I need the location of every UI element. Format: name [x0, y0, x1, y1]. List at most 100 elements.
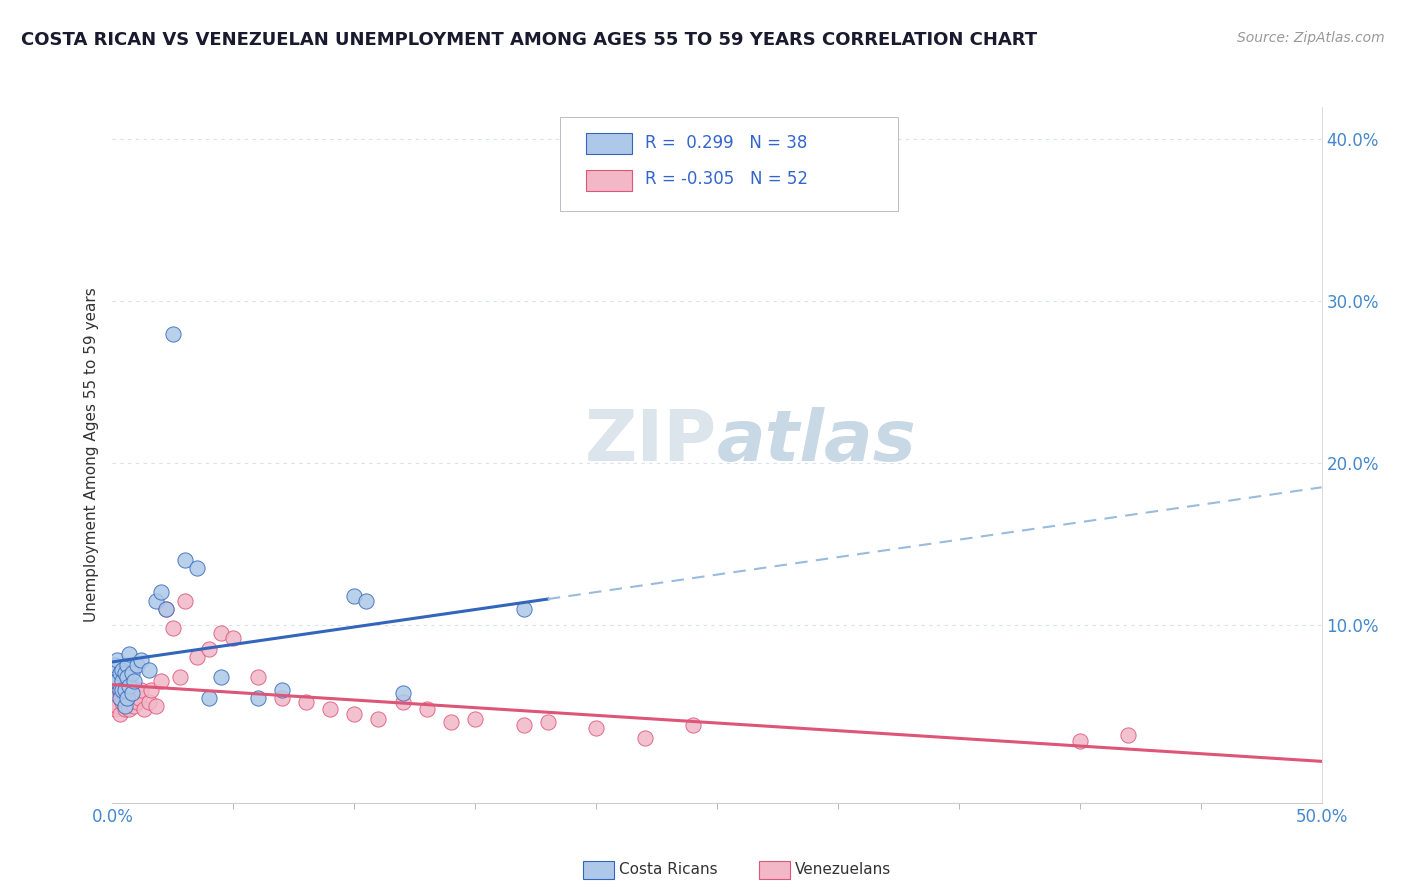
Point	[682, 718, 704, 732]
Point	[440, 714, 463, 729]
Point	[246, 690, 269, 705]
Point	[209, 626, 232, 640]
Point	[108, 682, 131, 697]
Point	[391, 696, 413, 710]
Point	[111, 682, 134, 697]
Point	[114, 702, 136, 716]
FancyBboxPatch shape	[586, 169, 633, 191]
Point	[118, 647, 141, 661]
Point	[343, 706, 366, 721]
Point	[114, 690, 136, 705]
Text: atlas: atlas	[717, 407, 917, 475]
Point	[512, 601, 534, 615]
Point	[111, 682, 134, 697]
Text: R = -0.305   N = 52: R = -0.305 N = 52	[644, 170, 807, 188]
Point	[391, 686, 413, 700]
Point	[270, 690, 292, 705]
Point	[105, 698, 128, 713]
Point	[115, 696, 138, 710]
Y-axis label: Unemployment Among Ages 55 to 59 years: Unemployment Among Ages 55 to 59 years	[83, 287, 98, 623]
FancyBboxPatch shape	[560, 118, 898, 211]
Point	[131, 682, 153, 697]
Point	[105, 674, 128, 689]
Point	[169, 670, 191, 684]
Point	[111, 674, 134, 689]
Point	[115, 690, 138, 705]
Point	[174, 593, 197, 607]
Point	[125, 696, 148, 710]
Point	[464, 712, 486, 726]
Point	[295, 696, 318, 710]
Point	[114, 674, 136, 689]
Point	[209, 670, 232, 684]
Point	[125, 686, 148, 700]
Point	[149, 585, 172, 599]
Point	[105, 679, 128, 693]
Point	[198, 690, 221, 705]
Point	[222, 631, 245, 645]
Point	[108, 686, 131, 700]
Point	[115, 658, 138, 673]
Point	[246, 670, 269, 684]
Point	[270, 682, 292, 697]
Point	[108, 666, 131, 681]
Point	[118, 679, 141, 693]
Point	[108, 706, 131, 721]
Point	[118, 690, 141, 705]
Point	[138, 663, 160, 677]
Point	[186, 561, 208, 575]
Point	[174, 553, 197, 567]
Point	[198, 642, 221, 657]
FancyBboxPatch shape	[586, 133, 633, 153]
Point	[105, 653, 128, 667]
Text: Venezuelans: Venezuelans	[794, 863, 890, 877]
Point	[121, 666, 143, 681]
Point	[145, 698, 167, 713]
Point	[162, 621, 184, 635]
Point	[585, 722, 607, 736]
Point	[104, 674, 127, 689]
Point	[537, 714, 560, 729]
Point	[343, 589, 366, 603]
Point	[155, 601, 177, 615]
Point	[114, 682, 136, 697]
Point	[125, 658, 148, 673]
Point	[122, 674, 145, 689]
Point	[121, 690, 143, 705]
Point	[118, 702, 141, 716]
Point	[115, 670, 138, 684]
Point	[131, 653, 153, 667]
Point	[512, 718, 534, 732]
Text: ZIP: ZIP	[585, 407, 717, 475]
Point	[1116, 728, 1139, 742]
Point	[104, 690, 127, 705]
Text: Source: ZipAtlas.com: Source: ZipAtlas.com	[1237, 31, 1385, 45]
Point	[104, 702, 127, 716]
Point	[121, 679, 143, 693]
Point	[356, 593, 378, 607]
Point	[155, 601, 177, 615]
Point	[128, 690, 150, 705]
Point	[149, 674, 172, 689]
Point	[141, 682, 163, 697]
Point	[114, 666, 136, 681]
Point	[108, 690, 131, 705]
Point	[145, 593, 167, 607]
Point	[1069, 734, 1091, 748]
Point	[121, 686, 143, 700]
Point	[114, 698, 136, 713]
Point	[162, 326, 184, 341]
Point	[111, 663, 134, 677]
Point	[115, 682, 138, 697]
Point	[104, 658, 127, 673]
Point	[633, 731, 655, 745]
Text: Costa Ricans: Costa Ricans	[619, 863, 717, 877]
Point	[111, 696, 134, 710]
Text: COSTA RICAN VS VENEZUELAN UNEMPLOYMENT AMONG AGES 55 TO 59 YEARS CORRELATION CHA: COSTA RICAN VS VENEZUELAN UNEMPLOYMENT A…	[21, 31, 1038, 49]
Point	[186, 650, 208, 665]
Point	[367, 712, 389, 726]
Point	[319, 702, 342, 716]
Point	[416, 702, 439, 716]
Text: R =  0.299   N = 38: R = 0.299 N = 38	[644, 134, 807, 152]
Point	[132, 702, 155, 716]
